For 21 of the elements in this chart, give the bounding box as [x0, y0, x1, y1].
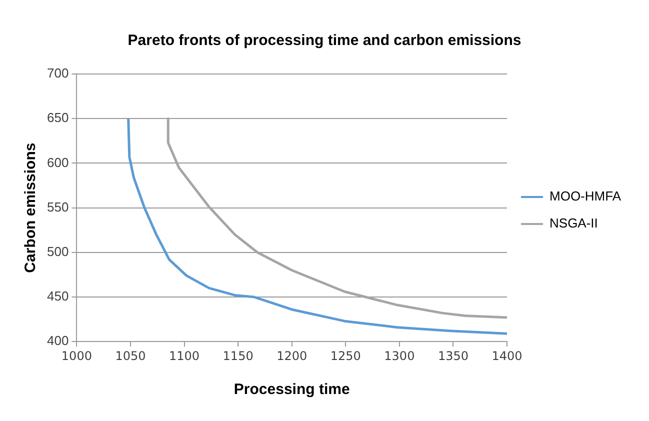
chart-title: Pareto fronts of processing time and carbon emissions — [128, 32, 522, 50]
y-tick-label: 450 — [46, 288, 69, 304]
y-tick-label: 500 — [46, 244, 69, 259]
x-tick-label: 1300 — [384, 348, 415, 363]
legend-label: NSGA-II — [550, 216, 598, 231]
x-tick-label: 1050 — [115, 348, 146, 363]
y-tick-label: 400 — [46, 333, 69, 348]
x-tick-label: 1000 — [61, 348, 92, 363]
x-tick-label: 1200 — [276, 348, 308, 363]
y-tick-label: 650 — [46, 110, 69, 126]
x-tick-label: 1150 — [222, 348, 254, 363]
x-axis-title: Processing time — [234, 381, 350, 398]
y-tick-label: 700 — [46, 66, 69, 81]
x-tick-label: 1100 — [168, 348, 200, 363]
y-axis-title: Carbon emissions — [22, 142, 40, 273]
x-tick-label: 1350 — [438, 348, 468, 363]
x-tick-label: 1250 — [330, 348, 361, 363]
legend-label: MOO-HMFA — [550, 188, 622, 204]
y-tick-label: 550 — [46, 199, 69, 214]
x-tick-label: 1400 — [492, 348, 522, 363]
y-tick-label: 600 — [46, 154, 69, 170]
